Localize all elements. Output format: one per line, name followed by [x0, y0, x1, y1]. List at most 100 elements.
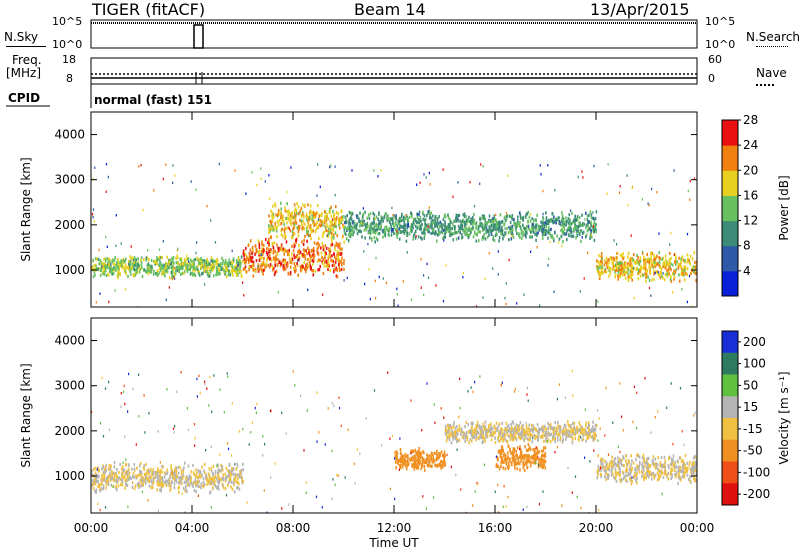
echo-cell [544, 432, 546, 436]
echo-cell [150, 479, 152, 483]
echo-cell [207, 260, 210, 264]
y-tick-label: 4000 [54, 128, 85, 142]
echo-cell [550, 432, 553, 436]
echo-cell [336, 243, 338, 247]
echo-cell [645, 279, 647, 283]
echo-cell [428, 461, 430, 465]
echo-cell [587, 435, 589, 439]
echo-cell [261, 252, 264, 256]
echo-cell [285, 216, 288, 220]
echo-cell [317, 241, 319, 245]
echo-cell [348, 210, 351, 215]
echo-cell [300, 214, 303, 218]
echo-cell [395, 217, 397, 221]
echo-cell [323, 264, 326, 268]
echo-cell [170, 266, 173, 270]
echo-cell [309, 223, 312, 228]
echo-cell [178, 490, 180, 494]
echo-cell [121, 478, 123, 482]
echo-cell [367, 213, 370, 217]
echo-cell [262, 248, 265, 252]
echo-cell [503, 452, 505, 456]
echo-cell [234, 169, 236, 172]
echo-cell [334, 223, 336, 228]
echo-cell [545, 430, 547, 434]
echo-cell [107, 262, 109, 266]
echo-cell [455, 231, 457, 235]
echo-cell [635, 261, 638, 265]
echo-cell [673, 275, 676, 279]
echo-cell [563, 232, 565, 236]
echo-cell [568, 432, 570, 436]
echo-cell [171, 256, 173, 260]
echo-cell [280, 221, 283, 226]
echo-cell [574, 225, 576, 229]
echo-cell [396, 455, 398, 459]
echo-cell [116, 488, 118, 492]
echo-cell [585, 226, 587, 230]
echo-cell [401, 454, 404, 458]
echo-cell [507, 231, 510, 235]
echo-cell [548, 423, 551, 427]
echo-cell [652, 260, 655, 264]
echo-cell [91, 483, 93, 487]
echo-cell [515, 449, 517, 454]
echo-cell [424, 218, 426, 222]
echo-band [242, 237, 345, 279]
echo-cell [662, 256, 665, 260]
echo-cell [336, 250, 339, 254]
echo-cell [406, 231, 409, 235]
echo-cell [408, 232, 411, 236]
echo-cell [157, 467, 159, 471]
echo-cell [604, 268, 606, 272]
echo-cell [431, 231, 434, 235]
echo-cell [619, 185, 621, 188]
echo-cell [236, 273, 238, 278]
echo-cell [428, 463, 431, 467]
echo-cell [417, 463, 419, 467]
echo-cell [153, 189, 155, 192]
echo-cell [135, 258, 138, 262]
echo-cell [217, 272, 219, 276]
echo-cell [658, 251, 660, 255]
echo-cell [251, 266, 254, 270]
echo-cell [283, 258, 285, 262]
echo-cell [562, 230, 565, 234]
echo-cell [161, 464, 164, 468]
echo-cell [581, 438, 583, 442]
echo-cell [538, 224, 540, 228]
echo-cell [511, 214, 514, 218]
echo-cell [411, 226, 413, 230]
echo-cell [463, 224, 466, 228]
echo-cell [470, 433, 473, 437]
echo-cell [220, 468, 223, 472]
echo-cell [519, 468, 521, 472]
echo-cell [184, 489, 186, 493]
echo-cell [160, 489, 162, 493]
echo-cell [377, 175, 379, 178]
echo-cell [475, 226, 477, 230]
echo-cell [617, 270, 620, 274]
echo-cell [499, 427, 502, 431]
echo-cell [100, 477, 103, 481]
echo-cell [648, 263, 651, 267]
echo-cell [637, 255, 639, 259]
echo-cell [412, 217, 415, 221]
echo-cell [98, 262, 100, 266]
echo-cell [103, 478, 106, 482]
echo-cell [92, 258, 94, 262]
echo-cell [688, 274, 691, 278]
echo-cell [468, 215, 470, 219]
echo-cell [554, 431, 557, 435]
echo-cell [512, 228, 514, 232]
echo-cell [304, 234, 306, 238]
echo-cell [235, 260, 238, 264]
echo-cell [493, 424, 495, 428]
echo-cell [155, 271, 157, 276]
echo-cell [214, 484, 217, 488]
echo-cell [559, 425, 562, 429]
echo-cell [294, 219, 297, 223]
echo-cell [482, 424, 484, 428]
echo-cell [193, 481, 195, 485]
echo-cell [430, 220, 433, 224]
